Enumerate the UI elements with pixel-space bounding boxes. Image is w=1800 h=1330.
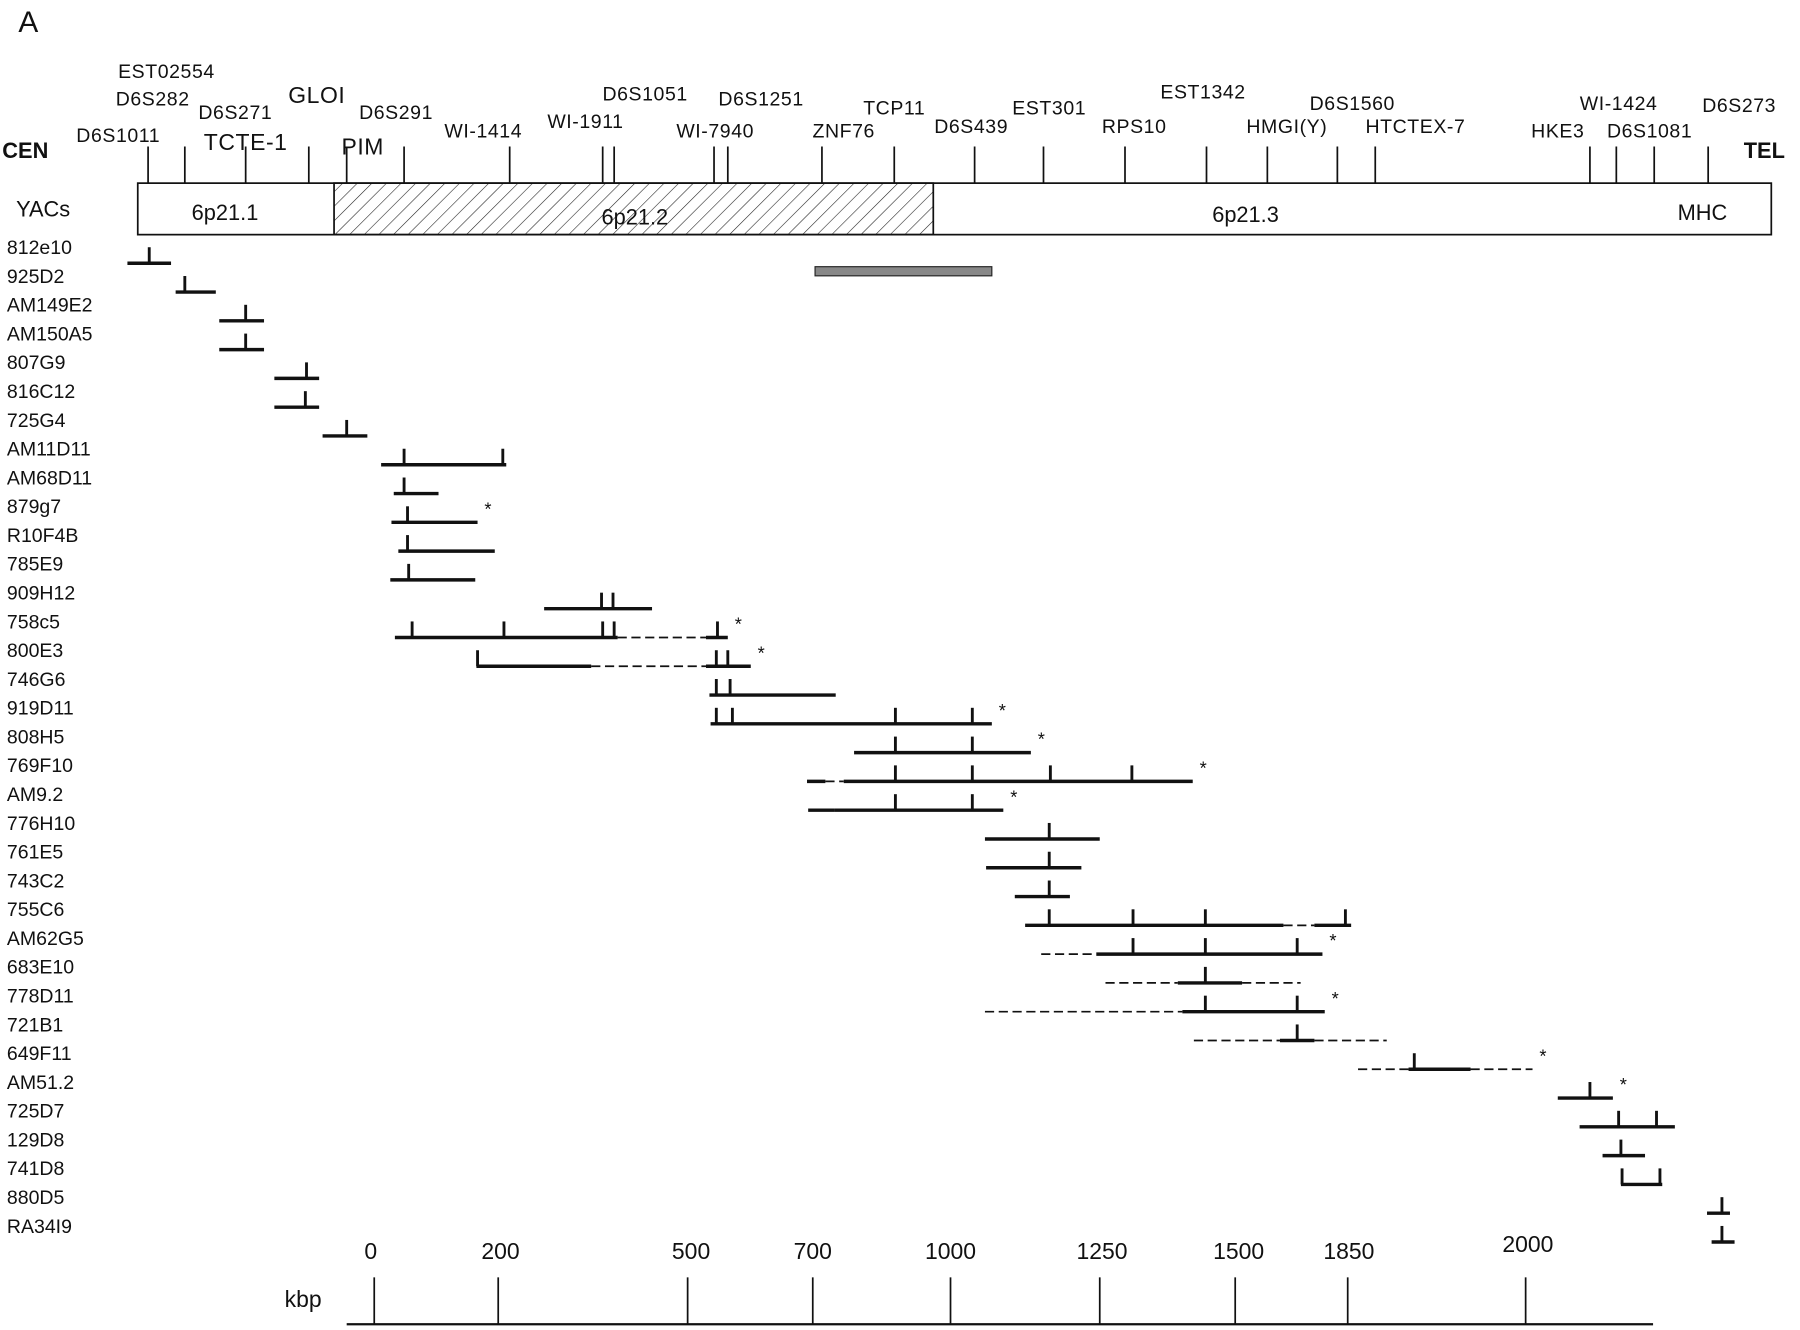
marker-label: EST1342 [1160, 81, 1245, 103]
marker-label: D6S1081 [1607, 120, 1692, 142]
tel-label: TEL [1744, 138, 1785, 163]
yac-name: 807G9 [7, 352, 66, 374]
yac-name: R10F4B [7, 525, 79, 547]
mhc-label: MHC [1678, 200, 1728, 225]
scale-label: 1250 [1077, 1238, 1128, 1264]
marker-label: PIM [341, 134, 384, 160]
yac-name: 755C6 [7, 899, 64, 921]
marker-label: D6S291 [359, 102, 433, 124]
marker-label: WI-7940 [676, 120, 754, 142]
yac-name: 721B1 [7, 1014, 63, 1036]
marker-label: D6S271 [198, 102, 272, 124]
yac-name: AM149E2 [7, 295, 93, 317]
yac-flag: * [1620, 1074, 1627, 1095]
yac-name: 769F10 [7, 755, 73, 777]
yac-name: 778D11 [7, 986, 74, 1008]
yac-name: 725D7 [7, 1101, 64, 1123]
yac-name: 746G6 [7, 669, 66, 691]
yac-name: 880D5 [7, 1187, 65, 1209]
yac-name: AM11D11 [7, 439, 91, 461]
marker-label: ZNF76 [813, 120, 875, 142]
scale-label: 0 [364, 1238, 377, 1264]
marker-label: HMGI(Y) [1246, 116, 1327, 138]
marker-label: WI-1424 [1580, 93, 1658, 115]
yac-name: 909H12 [7, 583, 75, 605]
yac-name: AM9.2 [7, 784, 63, 806]
yac-name: 758c5 [7, 611, 60, 633]
yac-name: 741D8 [7, 1158, 64, 1180]
yac-flag: * [758, 642, 765, 663]
marker-label: WI-1911 [547, 111, 623, 133]
marker-label: RPS10 [1102, 116, 1167, 138]
marker-label: TCP11 [863, 97, 925, 119]
marker-label: HKE3 [1531, 120, 1584, 142]
yac-name: 808H5 [7, 726, 65, 748]
yac-name: 816C12 [7, 381, 75, 403]
panel-label: A [18, 6, 38, 39]
marker-label: GLOI [288, 82, 345, 108]
scale-label: 2000 [1502, 1231, 1553, 1257]
scale-label: 200 [481, 1238, 519, 1264]
yac-name: 725G4 [7, 410, 66, 432]
marker-label: D6S273 [1702, 95, 1776, 117]
marker-label: D6S1251 [718, 88, 803, 110]
band-label: 6p21.3 [1212, 202, 1279, 227]
yac-name: 785E9 [7, 554, 63, 576]
marker-label: HTCTEX-7 [1365, 116, 1465, 138]
yac-name: 812e10 [7, 237, 72, 259]
yac-name: 129D8 [7, 1129, 64, 1151]
yac-name: AM51.2 [7, 1072, 74, 1094]
marker-label: D6S282 [116, 88, 190, 110]
yac-header: YACs [16, 196, 70, 221]
yac-flag: * [735, 614, 742, 635]
scale-label: 1850 [1323, 1238, 1374, 1264]
scale-unit: kbp [285, 1286, 322, 1312]
yac-name: AM68D11 [7, 467, 92, 489]
yac-flag: * [484, 498, 491, 519]
region-bar [814, 266, 993, 277]
cen-label: CEN [2, 138, 48, 163]
scale-label: 500 [672, 1238, 710, 1264]
yac-flag: * [1010, 786, 1017, 807]
marker-label: WI-1414 [444, 120, 522, 142]
yac-flag: * [1329, 930, 1336, 951]
yac-name: 776H10 [7, 813, 75, 835]
hatched-region [333, 182, 935, 236]
yac-flag: * [1332, 988, 1339, 1009]
scale-label: 1000 [925, 1238, 976, 1264]
yac-flag: * [1038, 729, 1045, 750]
yac-name: 649F11 [7, 1043, 72, 1065]
yac-name: AM150A5 [7, 323, 93, 345]
yac-name: 743C2 [7, 870, 64, 892]
yac-name: RA34I9 [7, 1216, 72, 1238]
band-label: 6p21.2 [601, 204, 668, 229]
yac-name: 879g7 [7, 496, 61, 518]
yac-flag: * [1200, 758, 1207, 779]
yac-name: 683E10 [7, 957, 74, 979]
marker-label: D6S1011 [76, 125, 160, 147]
marker-label: EST301 [1012, 97, 1086, 119]
yac-name: 800E3 [7, 640, 63, 662]
yac-name: 925D2 [7, 266, 64, 288]
marker-label: D6S1051 [602, 84, 687, 106]
marker-label: EST02554 [118, 61, 215, 83]
yac-name: 761E5 [7, 842, 64, 864]
scale-label: 700 [794, 1238, 832, 1264]
yac-flag: * [999, 700, 1006, 721]
marker-label: D6S1560 [1310, 93, 1395, 115]
band-label: 6p21.1 [192, 200, 259, 225]
yac-name: AM62G5 [7, 928, 84, 950]
yac-flag: * [1539, 1045, 1546, 1066]
scale-label: 1500 [1213, 1238, 1264, 1264]
marker-label: D6S439 [934, 116, 1008, 138]
yac-name: 919D11 [7, 698, 74, 720]
